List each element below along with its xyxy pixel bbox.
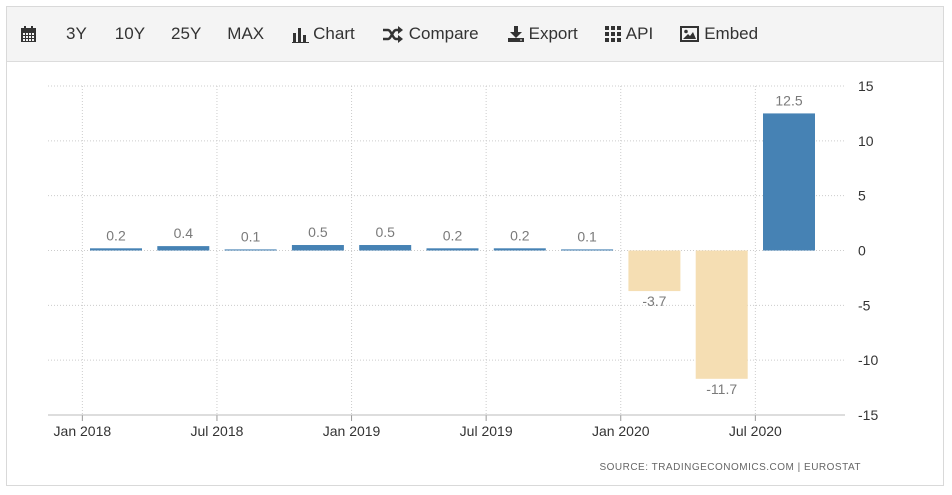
- x-tick-label: Jan 2018: [54, 423, 112, 439]
- bar: [359, 245, 412, 251]
- range-3y-button[interactable]: 3Y: [66, 7, 87, 61]
- x-tick-label: Jul 2020: [729, 423, 782, 439]
- chart-widget: 3Y 10Y 25Y MAX Chart: [6, 6, 944, 486]
- data-label: 0.1: [577, 228, 597, 244]
- chart-button[interactable]: Chart: [292, 7, 355, 61]
- embed-label: Embed: [704, 24, 759, 43]
- y-tick-label: 0: [858, 243, 866, 259]
- data-label: 0.2: [443, 227, 463, 243]
- x-tick-label: Jul 2019: [460, 423, 513, 439]
- shuffle-icon: [382, 25, 403, 43]
- range-max-button[interactable]: MAX: [227, 7, 264, 61]
- bar: [291, 245, 344, 251]
- bar: [493, 248, 546, 251]
- compare-label: Compare: [408, 24, 479, 43]
- y-tick-label: 15: [858, 78, 874, 94]
- data-label: 0.2: [106, 227, 126, 243]
- data-label: 0.5: [375, 224, 395, 240]
- export-button[interactable]: Export: [507, 7, 578, 61]
- x-tick-label: Jan 2019: [323, 423, 381, 439]
- grid-icon: [604, 25, 622, 43]
- api-label: API: [625, 24, 654, 43]
- bar: [628, 250, 681, 292]
- bar-chart: 15 10 5 0 -5 -10 -15 Jan 2018 Jul 2018 Jan 2019 Ju…: [48, 78, 878, 439]
- calendar-icon: [20, 25, 37, 43]
- range-max-label: MAX: [227, 24, 265, 43]
- y-tick-label: -10: [858, 352, 878, 368]
- bar: [224, 249, 277, 251]
- api-button[interactable]: API: [604, 7, 654, 61]
- data-label: 0.2: [510, 227, 530, 243]
- y-tick-label: -5: [858, 297, 871, 313]
- bar: [426, 248, 479, 251]
- range-3y-label: 3Y: [66, 24, 87, 43]
- bar: [157, 246, 210, 251]
- y-tick-label: 5: [858, 188, 866, 204]
- data-label: 0.5: [308, 224, 328, 240]
- chart-label: Chart: [313, 24, 355, 43]
- data-label: -11.7: [706, 381, 737, 397]
- range-10y-label: 10Y: [114, 24, 146, 43]
- calendar-button[interactable]: [20, 7, 37, 61]
- image-icon: [680, 26, 700, 42]
- bar: [763, 113, 815, 251]
- x-tick-label: Jul 2018: [190, 423, 243, 439]
- source-credit: SOURCE: TRADINGECONOMICS.COM | EUROSTAT: [599, 462, 861, 473]
- export-label: Export: [528, 24, 578, 43]
- y-tick-label: 10: [858, 133, 874, 149]
- x-tick-label: Jan 2020: [592, 423, 650, 439]
- bar-chart-icon: [292, 26, 310, 43]
- bar: [695, 250, 748, 379]
- bar: [561, 249, 614, 251]
- chart-toolbar: 3Y 10Y 25Y MAX Chart: [7, 7, 943, 62]
- data-label: 12.5: [775, 92, 802, 108]
- compare-button[interactable]: Compare: [382, 7, 479, 61]
- data-label: 0.4: [174, 225, 194, 241]
- data-label: -3.7: [642, 293, 666, 309]
- y-tick-label: -15: [858, 407, 878, 423]
- bar: [90, 248, 142, 251]
- range-10y-button[interactable]: 10Y: [115, 7, 145, 61]
- range-25y-button[interactable]: 25Y: [171, 7, 201, 61]
- embed-button[interactable]: Embed: [680, 7, 758, 61]
- download-icon: [507, 25, 525, 43]
- data-label: 0.1: [241, 228, 261, 244]
- range-25y-label: 25Y: [171, 24, 202, 43]
